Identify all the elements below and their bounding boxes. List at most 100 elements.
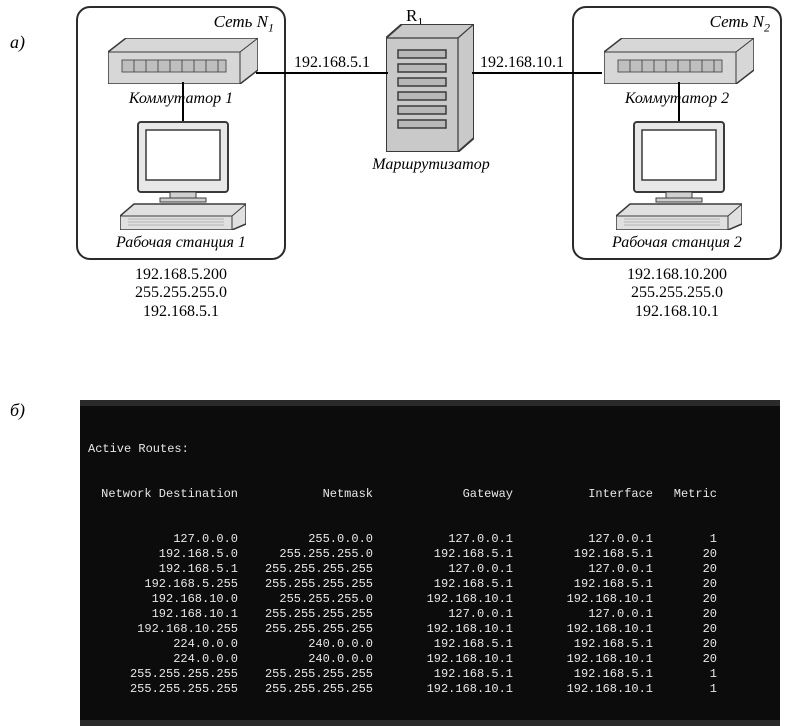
table-cell: 255.255.255.255: [238, 667, 373, 682]
table-cell: 192.168.5.1: [88, 562, 238, 577]
table-cell: 127.0.0.1: [513, 607, 653, 622]
link-ip-right: 192.168.10.1: [478, 54, 566, 72]
table-row: 255.255.255.255255.255.255.255192.168.5.…: [88, 667, 772, 682]
addr-mask-left: 255.255.255.0: [76, 284, 286, 302]
table-row: 255.255.255.255255.255.255.255192.168.10…: [88, 682, 772, 697]
table-cell: 192.168.5.0: [88, 547, 238, 562]
addresses-left: 192.168.5.200 255.255.255.0 192.168.5.1: [76, 266, 286, 321]
net-title-right: Сеть N2: [710, 12, 770, 35]
table-cell: 255.255.255.0: [238, 547, 373, 562]
addr-ip-right: 192.168.10.200: [572, 266, 782, 284]
table-cell: 20: [653, 607, 717, 622]
net-title-left: Сеть N1: [214, 12, 274, 35]
table-cell: 192.168.5.1: [373, 547, 513, 562]
routes-hdr-gw: Gateway: [373, 487, 513, 502]
router-caption: Маршрутизатор: [366, 156, 496, 174]
workstation-icon-left: [120, 120, 246, 230]
table-cell: 192.168.5.1: [373, 577, 513, 592]
table-cell: 127.0.0.1: [373, 607, 513, 622]
routes-hdr-mask: Netmask: [238, 487, 373, 502]
table-cell: 192.168.10.0: [88, 592, 238, 607]
table-cell: 192.168.5.1: [513, 577, 653, 592]
part-b-label: б): [10, 400, 25, 421]
table-cell: 20: [653, 622, 717, 637]
table-cell: 192.168.5.1: [513, 547, 653, 562]
table-cell: 127.0.0.0: [88, 532, 238, 547]
table-cell: 192.168.10.1: [513, 592, 653, 607]
table-cell: 20: [653, 562, 717, 577]
table-cell: 255.255.255.255: [88, 667, 238, 682]
table-row: 192.168.10.1255.255.255.255127.0.0.1127.…: [88, 607, 772, 622]
workstation-label-left: Рабочая станция 1: [78, 234, 284, 252]
table-row: 192.168.5.255255.255.255.255192.168.5.11…: [88, 577, 772, 592]
table-cell: 224.0.0.0: [88, 652, 238, 667]
table-cell: 20: [653, 547, 717, 562]
switch-icon-right: [604, 38, 754, 84]
table-row: 224.0.0.0240.0.0.0192.168.10.1192.168.10…: [88, 652, 772, 667]
routes-title: Active Routes:: [88, 442, 772, 457]
table-cell: 20: [653, 637, 717, 652]
table-cell: 255.255.255.255: [238, 562, 373, 577]
routing-table: Active Routes: Network Destination Netma…: [80, 400, 780, 726]
workstation-icon-right: [616, 120, 742, 230]
addresses-right: 192.168.10.200 255.255.255.0 192.168.10.…: [572, 266, 782, 321]
table-cell: 255.255.255.255: [238, 682, 373, 697]
router-top-text: R: [406, 6, 417, 25]
table-cell: 192.168.10.1: [373, 592, 513, 607]
table-cell: 255.255.255.255: [88, 682, 238, 697]
table-cell: 255.255.255.255: [238, 622, 373, 637]
addr-gw-left: 192.168.5.1: [76, 303, 286, 321]
table-cell: 255.0.0.0: [238, 532, 373, 547]
table-cell: 192.168.5.1: [513, 637, 653, 652]
table-cell: 192.168.5.255: [88, 577, 238, 592]
link-ip-left: 192.168.5.1: [292, 54, 372, 72]
table-cell: 192.168.5.1: [373, 637, 513, 652]
table-cell: 192.168.10.1: [373, 682, 513, 697]
net-title-right-text: Сеть N: [710, 12, 764, 31]
table-cell: 192.168.10.1: [373, 622, 513, 637]
routes-hdr-iface: Interface: [513, 487, 653, 502]
table-cell: 127.0.0.1: [373, 562, 513, 577]
table-cell: 192.168.10.255: [88, 622, 238, 637]
switch-label-right: Коммутатор 2: [574, 90, 780, 108]
network-diagram: Сеть N1 Коммутатор 1: [76, 6, 796, 346]
table-cell: 20: [653, 652, 717, 667]
table-cell: 127.0.0.1: [513, 562, 653, 577]
addr-gw-right: 192.168.10.1: [572, 303, 782, 321]
table-row: 192.168.10.0255.255.255.0192.168.10.1192…: [88, 592, 772, 607]
table-row: 127.0.0.0255.0.0.0127.0.0.1127.0.0.11: [88, 532, 772, 547]
table-cell: 1: [653, 682, 717, 697]
table-row: 224.0.0.0240.0.0.0192.168.5.1192.168.5.1…: [88, 637, 772, 652]
part-a-label: а): [10, 32, 25, 53]
routes-hdr-dest: Network Destination: [88, 487, 238, 502]
table-cell: 240.0.0.0: [238, 637, 373, 652]
routes-hdr-metric: Metric: [653, 487, 717, 502]
table-cell: 192.168.10.1: [513, 682, 653, 697]
net-title-right-sub: 2: [764, 20, 770, 34]
table-cell: 20: [653, 577, 717, 592]
switch-label-left: Коммутатор 1: [78, 90, 284, 108]
workstation-label-right: Рабочая станция 2: [574, 234, 780, 252]
addr-mask-right: 255.255.255.0: [572, 284, 782, 302]
routes-header-row: Network Destination Netmask Gateway Inte…: [88, 487, 772, 502]
net-title-left-text: Сеть N: [214, 12, 268, 31]
net-title-left-sub: 1: [268, 20, 274, 34]
table-cell: 192.168.10.1: [513, 622, 653, 637]
table-cell: 192.168.5.1: [373, 667, 513, 682]
network-box-right: Сеть N2 Коммутатор 2: [572, 6, 782, 260]
switch-icon-left: [108, 38, 258, 84]
table-cell: 192.168.5.1: [513, 667, 653, 682]
table-cell: 1: [653, 532, 717, 547]
table-cell: 255.255.255.255: [238, 607, 373, 622]
wire-router-to-right: [472, 72, 602, 74]
table-cell: 127.0.0.1: [373, 532, 513, 547]
table-row: 192.168.10.255255.255.255.255192.168.10.…: [88, 622, 772, 637]
network-box-left: Сеть N1 Коммутатор 1: [76, 6, 286, 260]
table-row: 192.168.5.0255.255.255.0192.168.5.1192.1…: [88, 547, 772, 562]
table-cell: 255.255.255.255: [238, 577, 373, 592]
table-cell: 192.168.10.1: [88, 607, 238, 622]
table-cell: 255.255.255.0: [238, 592, 373, 607]
router-icon: [386, 24, 474, 152]
table-cell: 240.0.0.0: [238, 652, 373, 667]
table-cell: 224.0.0.0: [88, 637, 238, 652]
